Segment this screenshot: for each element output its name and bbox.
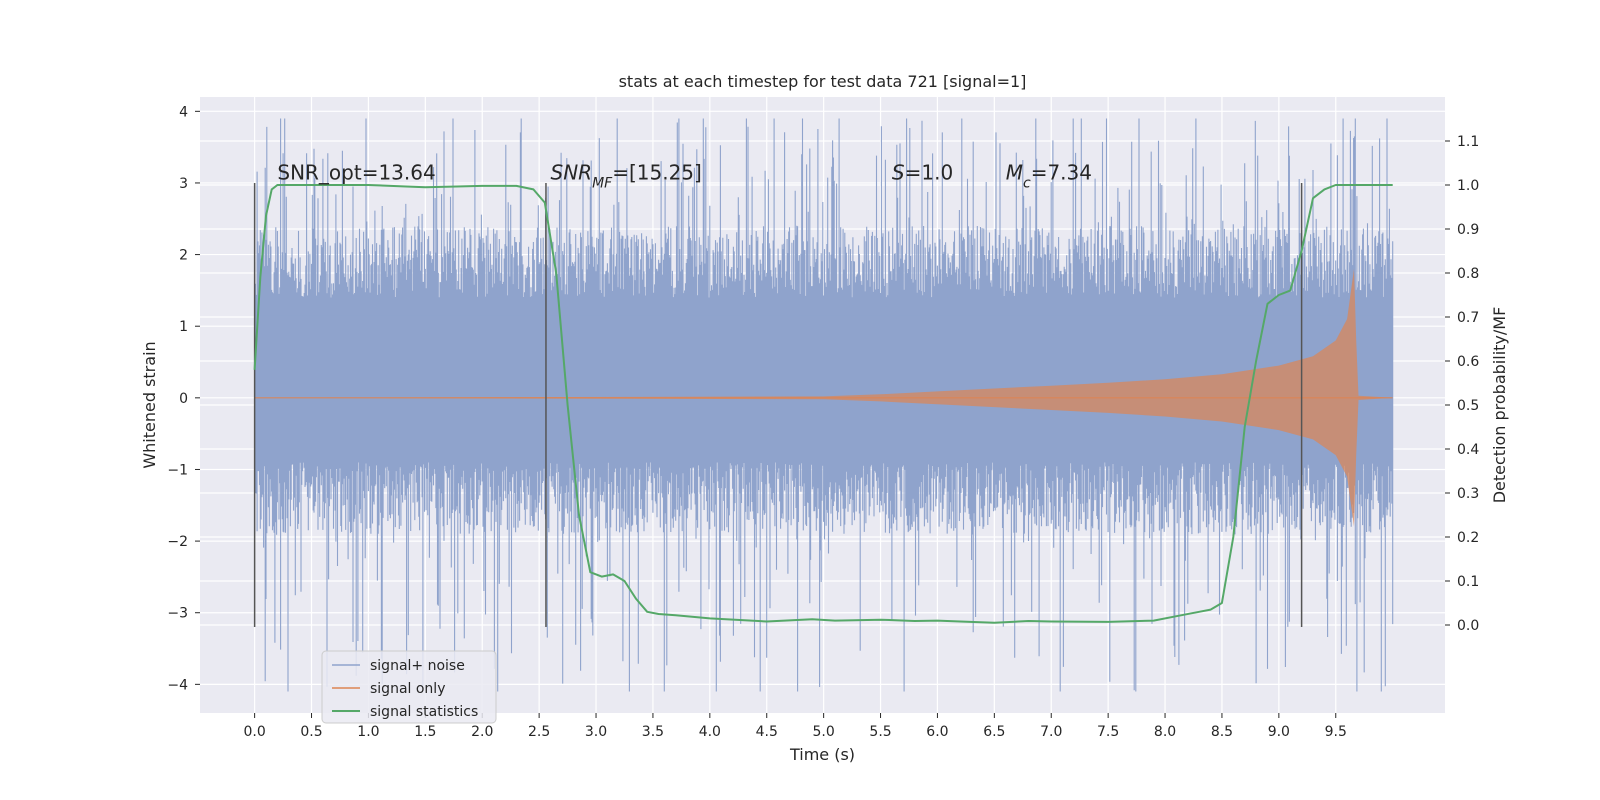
legend-label: signal only — [370, 681, 445, 697]
y-axis-left-label: Whitened strain — [140, 341, 159, 468]
y-right-tick-label: 0.4 — [1457, 442, 1479, 458]
annotation-part: c — [1023, 175, 1031, 191]
legend-label: signal statistics — [370, 704, 478, 720]
y-left-tick-label: −2 — [167, 534, 188, 550]
y-left-tick-label: −1 — [167, 462, 188, 478]
y-right-tick-label: 1.0 — [1457, 178, 1479, 194]
signal-series — [254, 268, 1393, 527]
x-tick-label: 2.0 — [471, 724, 493, 740]
y-right-tick-label: 0.0 — [1457, 618, 1479, 634]
x-axis-label: Time (s) — [789, 745, 855, 764]
x-tick-label: 8.5 — [1211, 724, 1233, 740]
chart-title: stats at each timestep for test data 721… — [619, 72, 1027, 91]
y-right-tick-label: 0.8 — [1457, 266, 1479, 282]
x-tick-label: 4.0 — [699, 724, 721, 740]
annotation-part: =1.0 — [905, 160, 954, 184]
y-left-tick-label: 1 — [179, 319, 188, 335]
stats-series — [253, 184, 1393, 624]
x-tick-label: 0.5 — [300, 724, 322, 740]
annotation-part: =[15.25] — [612, 160, 702, 184]
x-tick-label: 7.0 — [1040, 724, 1062, 740]
x-tick-label: 3.0 — [585, 724, 607, 740]
x-tick-label: 4.5 — [756, 724, 778, 740]
y-right-tick-label: 0.3 — [1457, 486, 1479, 502]
annotation-text: Mc=7.34 — [1006, 160, 1092, 191]
y-left-tick-label: 2 — [179, 248, 188, 264]
annotation-part: =7.34 — [1031, 160, 1092, 184]
legend-label: signal+ noise — [370, 658, 465, 674]
y-left-tick-label: 3 — [179, 176, 188, 192]
x-tick-label: 5.0 — [813, 724, 835, 740]
x-tick-label: 9.0 — [1268, 724, 1290, 740]
x-tick-label: 2.5 — [528, 724, 550, 740]
annotation-text: S=1.0 — [892, 160, 953, 184]
x-tick-label: 3.5 — [642, 724, 664, 740]
y-right-tick-label: 0.6 — [1457, 354, 1479, 370]
annotations: SNR_opt=13.64 SNRMF=[15.25] S=1.0 Mc=7.34 — [277, 160, 1092, 191]
x-tick-label: 8.0 — [1154, 724, 1176, 740]
y-right-tick-label: 0.5 — [1457, 398, 1479, 414]
vertical-markers — [253, 182, 1303, 628]
annotation-part: M — [1006, 160, 1023, 184]
x-tick-label: 9.5 — [1325, 724, 1347, 740]
legend-box — [321, 650, 497, 724]
x-tick-label: 1.0 — [357, 724, 379, 740]
y-left-tick-label: −3 — [167, 606, 188, 622]
annotation-part: MF — [592, 175, 613, 191]
y-axis-right-label: Detection probability/MF — [1490, 307, 1509, 504]
y-right-tick-label: 0.9 — [1457, 222, 1479, 238]
annotation-part: S — [892, 160, 905, 184]
y-left-tick-label: −4 — [167, 677, 188, 693]
y-right-tick-label: 1.1 — [1457, 134, 1479, 150]
x-tick-label: 0.0 — [243, 724, 265, 740]
annotation-text: SNR_opt=13.64 — [277, 160, 435, 184]
y-right-tick-label: 0.1 — [1457, 574, 1479, 590]
annotation-part: SNR — [551, 160, 593, 184]
y-right-tick-label: 0.7 — [1457, 310, 1479, 326]
x-tick-label: 1.5 — [414, 724, 436, 740]
annotation-text: SNRMF=[15.25] — [551, 160, 702, 191]
x-tick-label: 5.5 — [869, 724, 891, 740]
stats-line — [253, 184, 1393, 624]
x-tick-label: 6.5 — [983, 724, 1005, 740]
legend: signal+ noise signal only signal statistic… — [321, 650, 497, 724]
y-left-tick-label: 4 — [179, 104, 188, 120]
x-tick-label: 7.5 — [1097, 724, 1119, 740]
y-right-tick-label: 0.2 — [1457, 530, 1479, 546]
axes: 0.0 0.5 1.0 1.5 2.0 2.5 3.0 3.5 4.0 4.5 5.0 5.5 6.0 6… — [167, 104, 1479, 740]
annotation-part: SNR_opt=13.64 — [277, 160, 435, 184]
y-left-tick-label: 0 — [179, 391, 188, 407]
x-tick-label: 6.0 — [926, 724, 948, 740]
